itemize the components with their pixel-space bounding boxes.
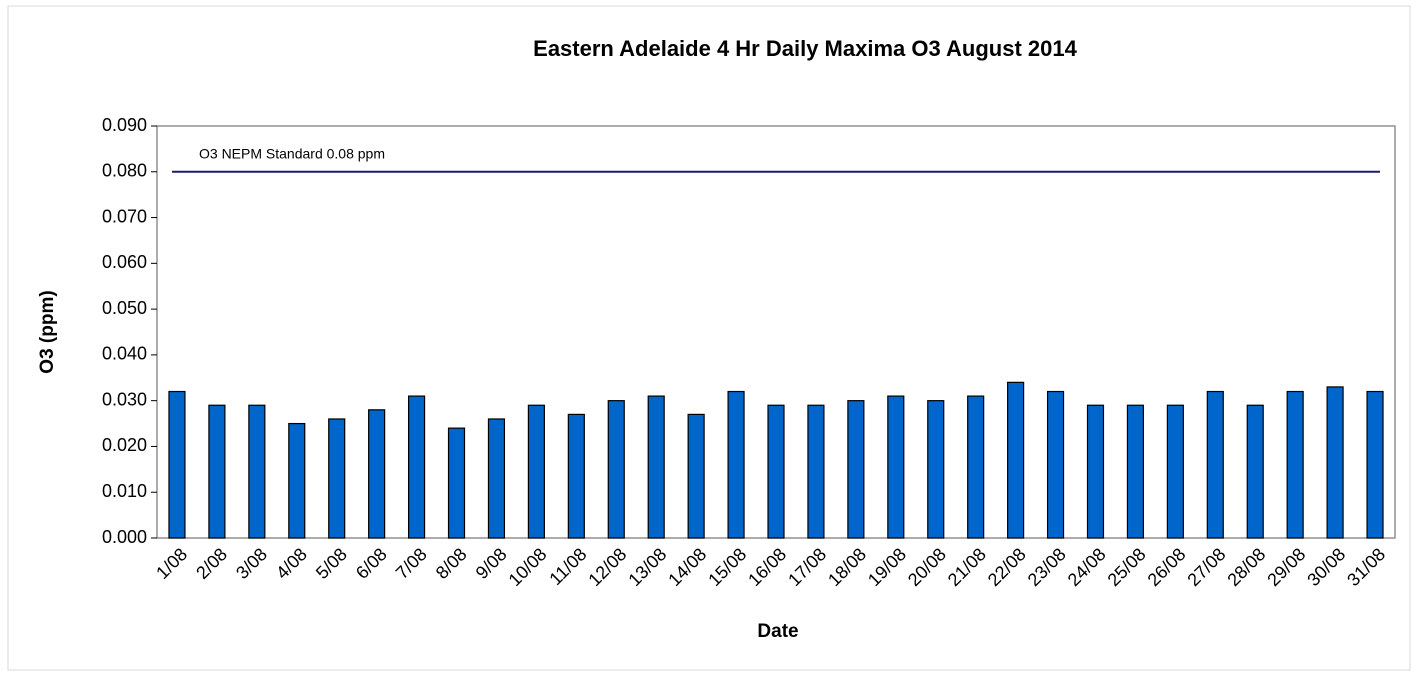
chart-border [7,5,1411,671]
bar [1166,404,1184,539]
bar [607,400,625,539]
y-tick-label: 0.050 [102,298,147,318]
bar [927,400,945,539]
bar [567,413,585,539]
bar [208,404,226,539]
bar [328,418,346,539]
y-tick-label: 0.040 [102,344,147,364]
y-tick-label: 0.070 [102,206,147,226]
bar [1126,404,1145,539]
bar [1206,390,1224,539]
bar [847,400,865,539]
y-axis-label: O3 (ppm) [37,290,58,373]
x-axis-label: Date [757,621,798,642]
bar [647,395,665,539]
bar [527,404,545,539]
chart-title: Eastern Adelaide 4 Hr Daily Maxima O3 Au… [533,36,1077,61]
bar [288,422,306,539]
bar [447,427,466,539]
bar [887,395,905,539]
y-tick-label: 0.080 [102,161,147,181]
bar [1366,390,1384,539]
bar [1086,404,1105,539]
y-tick-label: 0.090 [102,115,147,135]
bar [1246,404,1264,539]
y-tick-label: 0.000 [102,527,147,547]
bar [487,418,506,539]
y-tick-label: 0.020 [102,435,147,455]
bar [1286,390,1304,539]
bar [807,404,825,539]
bar [1326,386,1344,539]
reference-label: O3 NEPM Standard 0.08 ppm [199,145,385,161]
bar [967,395,985,539]
bar [1007,381,1025,539]
bar [407,395,426,539]
bar [168,390,186,539]
bar [368,409,386,539]
bar [767,404,785,539]
bar [248,404,266,539]
y-tick-label: 0.030 [102,389,147,409]
y-tick-label: 0.010 [102,481,147,501]
bar [687,413,705,539]
bar [1046,390,1065,539]
bar [727,390,745,539]
y-tick-label: 0.060 [102,252,147,272]
